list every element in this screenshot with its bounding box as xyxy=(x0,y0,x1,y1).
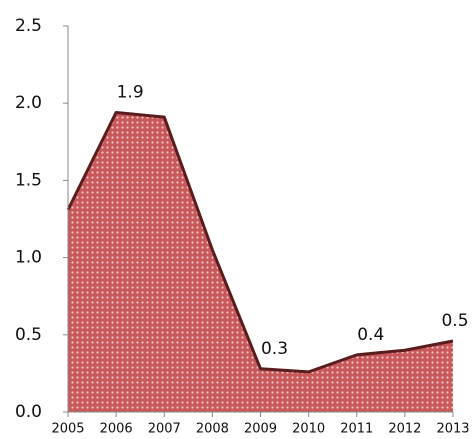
x-tick-label: 2009 xyxy=(244,422,277,437)
value-label: 1.9 xyxy=(117,82,144,102)
y-tick-label: 0.0 xyxy=(15,402,42,422)
value-label: 0.3 xyxy=(261,339,288,359)
y-tick-label: 2.5 xyxy=(15,16,42,36)
y-tick-label: 0.5 xyxy=(15,325,42,345)
area xyxy=(68,112,453,413)
x-tick-label: 2010 xyxy=(292,422,325,437)
x-tick-label: 2012 xyxy=(388,422,421,437)
value-label: 0.5 xyxy=(441,311,468,331)
y-tick-label: 1.0 xyxy=(15,248,42,268)
y-tick-label: 2.0 xyxy=(15,93,42,113)
x-tick-label: 2008 xyxy=(196,422,229,437)
x-tick-label: 2011 xyxy=(340,422,373,437)
x-tick-label: 2007 xyxy=(148,422,181,437)
value-label: 0.4 xyxy=(357,325,384,345)
x-tick-label: 2005 xyxy=(51,422,84,437)
y-tick-label: 1.5 xyxy=(15,170,42,190)
x-tick-label: 2006 xyxy=(100,422,133,437)
x-tick-label: 2013 xyxy=(436,422,469,437)
line xyxy=(66,110,454,374)
